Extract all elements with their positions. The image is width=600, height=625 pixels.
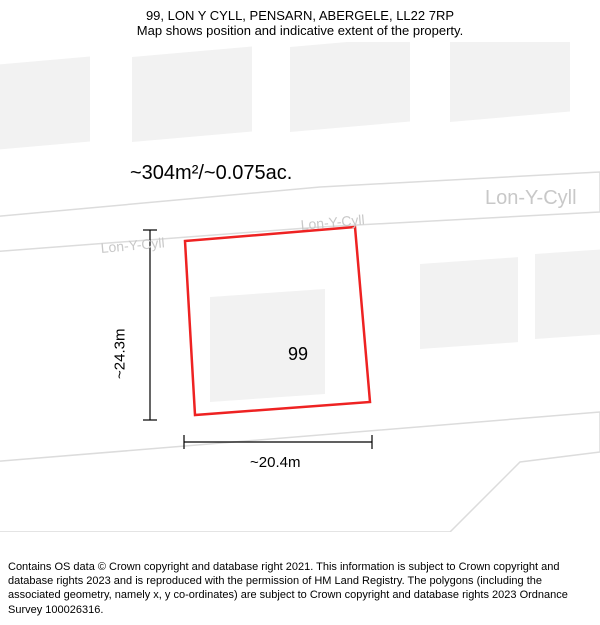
dim-horizontal-label: ~20.4m: [250, 454, 300, 471]
building-shape: [132, 47, 252, 142]
road-shape: [0, 172, 600, 252]
copyright-notice: Contains OS data © Crown copyright and d…: [8, 560, 592, 617]
building-shape: [290, 42, 410, 132]
page-title: 99, LON Y CYLL, PENSARN, ABERGELE, LL22 …: [0, 8, 600, 23]
building-shape: [420, 257, 518, 349]
dim-vertical-label: ~24.3m: [112, 329, 129, 379]
header: 99, LON Y CYLL, PENSARN, ABERGELE, LL22 …: [0, 0, 600, 42]
area-label: ~304m²/~0.075ac.: [130, 162, 292, 185]
dimension-line: [143, 230, 157, 420]
building-shape: [450, 42, 570, 122]
property-map: Lon-Y-CyllLon-Y-CyllLon-Y-Cyll~304m²/~0.…: [0, 42, 600, 532]
house-number: 99: [288, 344, 308, 365]
page-subtitle: Map shows position and indicative extent…: [0, 23, 600, 38]
building-shape: [535, 248, 600, 339]
road-label: Lon-Y-Cyll: [485, 187, 577, 210]
building-shape: [0, 57, 90, 152]
road-shape: [0, 412, 600, 532]
